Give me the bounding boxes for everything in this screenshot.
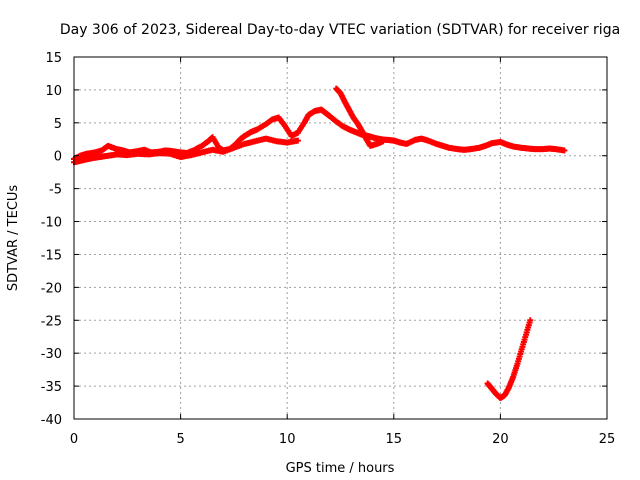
y-tick-label: 0: [54, 150, 62, 165]
x-tick-label: 0: [70, 432, 78, 447]
y-tick-label: 15: [45, 51, 62, 66]
y-tick-label: -40: [41, 413, 62, 428]
y-tick-label: -5: [49, 183, 62, 198]
y-tick-label: -10: [41, 216, 62, 231]
x-axis-label: GPS time / hours: [286, 461, 395, 476]
y-tick-label: -30: [41, 347, 62, 362]
y-tick-label: -35: [41, 380, 62, 395]
y-tick-label: 5: [54, 117, 62, 132]
x-tick-label: 15: [386, 432, 403, 447]
chart-background: [0, 0, 640, 480]
chart-title: Day 306 of 2023, Sidereal Day-to-day VTE…: [60, 22, 620, 38]
x-tick-label: 25: [599, 432, 616, 447]
y-tick-label: -25: [41, 314, 62, 329]
y-tick-label: 10: [45, 84, 62, 99]
x-tick-label: 20: [492, 432, 509, 447]
y-axis-label: SDTVAR / TECUs: [6, 185, 21, 292]
y-tick-label: -20: [41, 281, 62, 296]
y-tick-label: -15: [41, 248, 62, 263]
x-tick-label: 5: [176, 432, 184, 447]
x-tick-label: 10: [279, 432, 296, 447]
chart: 0 5 10 15 20 25151050-5-10-15-20-25-30-35-40 …: [0, 0, 640, 480]
